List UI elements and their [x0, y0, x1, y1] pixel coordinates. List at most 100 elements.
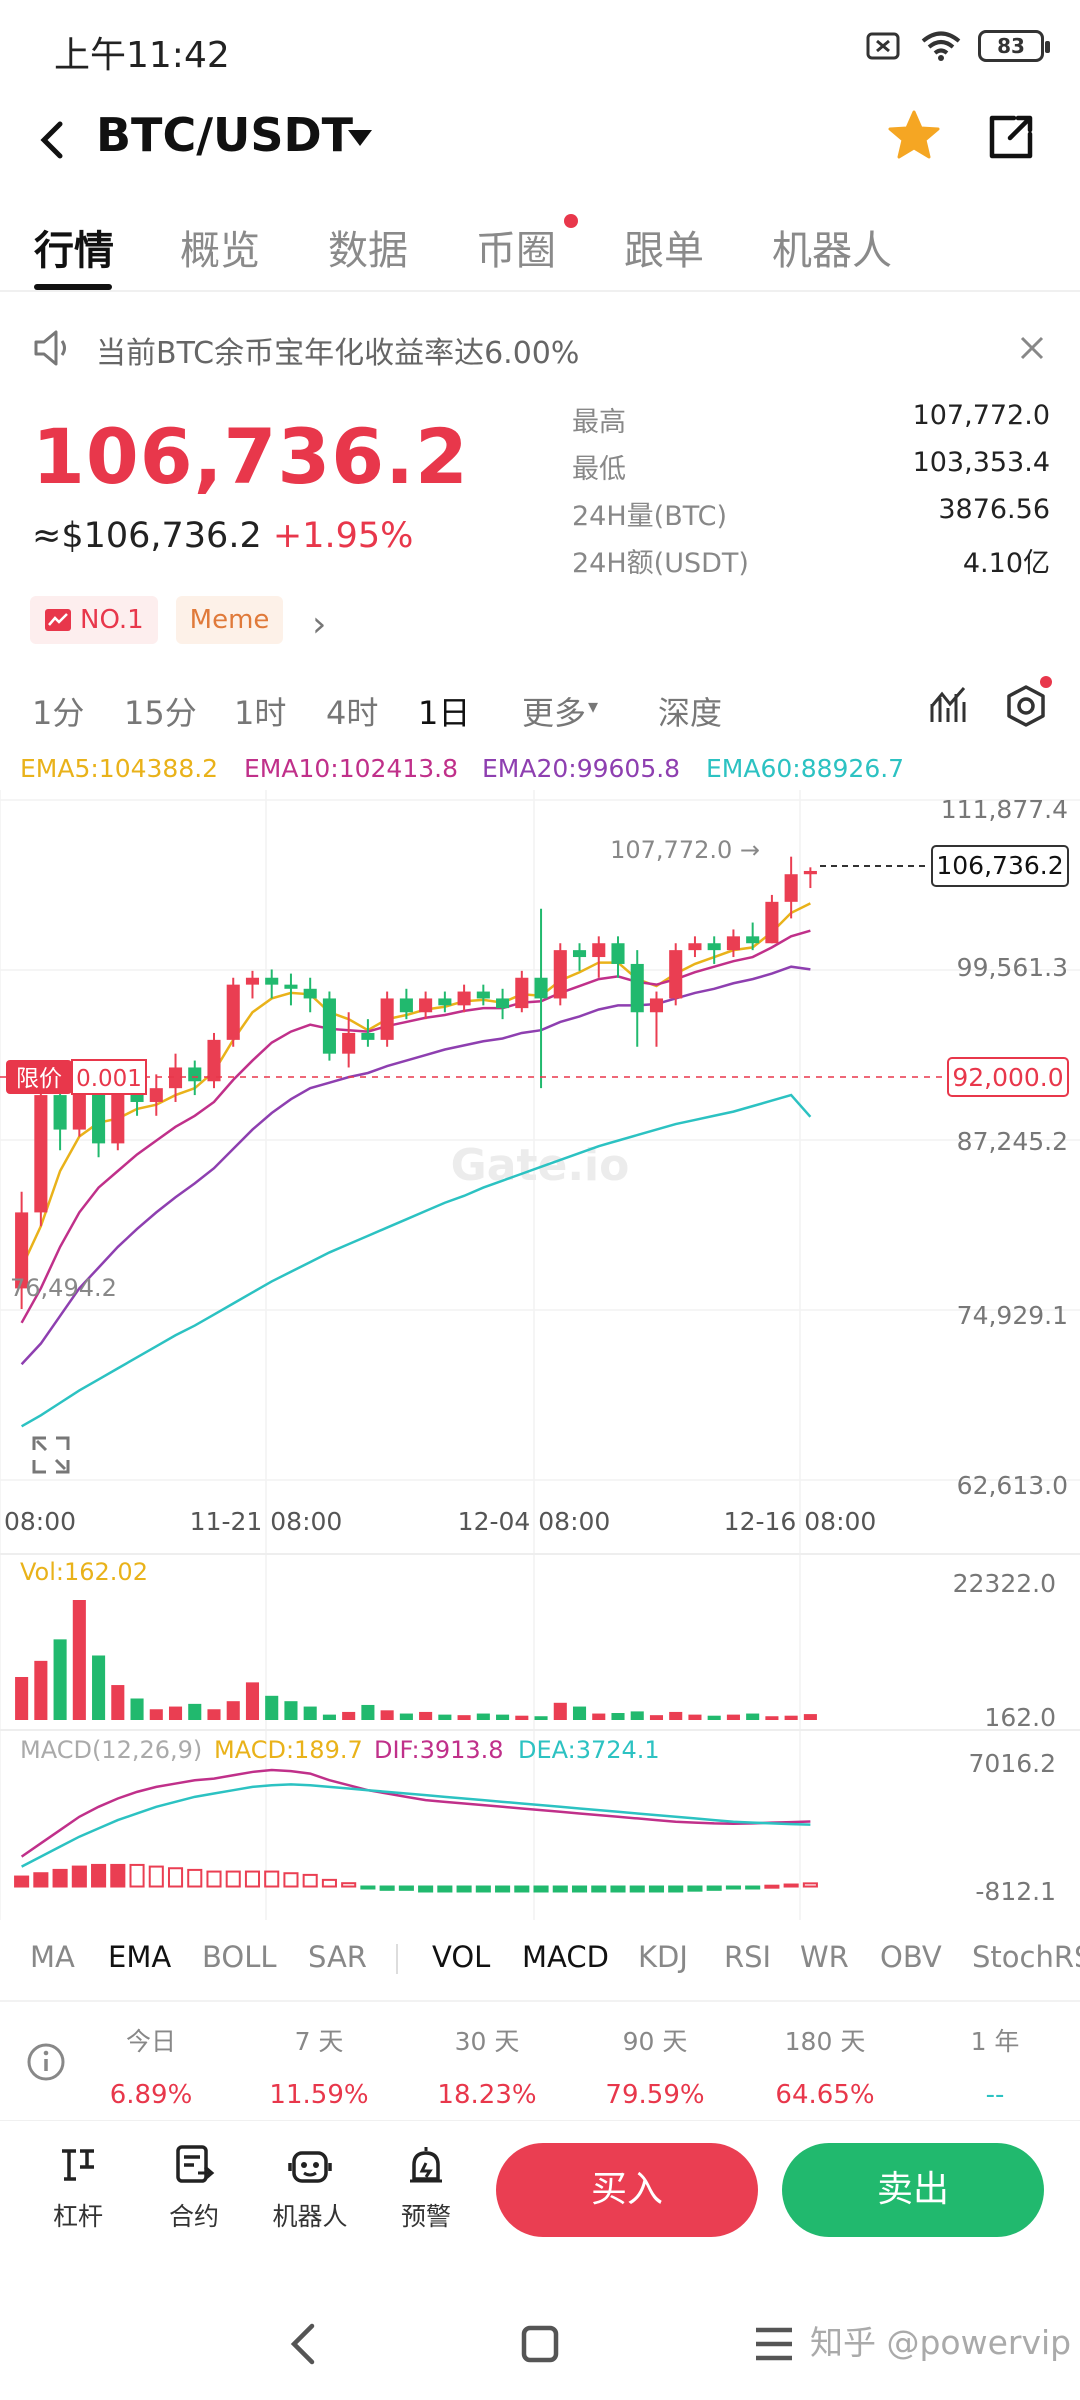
- ind-macd[interactable]: MACD: [522, 1940, 609, 1974]
- ind-obv[interactable]: OBV: [880, 1940, 942, 1974]
- tab-overview[interactable]: 概览: [180, 228, 260, 274]
- chart-watermark: Gate.io: [451, 1140, 630, 1191]
- tab-copy-trade[interactable]: 跟单: [624, 228, 704, 274]
- futures-action[interactable]: 合约: [144, 2143, 244, 2233]
- rank-tag[interactable]: NO.1: [30, 596, 158, 644]
- share-icon[interactable]: [984, 108, 1040, 164]
- volume-bar: [707, 1715, 721, 1720]
- perf-value: 18.23%: [437, 2080, 537, 2110]
- tab-bot[interactable]: 机器人: [772, 228, 892, 274]
- macd-histogram-bar: [533, 1885, 549, 1893]
- close-icon[interactable]: [1018, 334, 1046, 362]
- candle: [226, 984, 240, 1040]
- pair-title[interactable]: BTC/USDT: [96, 108, 354, 162]
- macd-histogram-bar: [52, 1868, 68, 1888]
- candle: [111, 1088, 125, 1144]
- chart-style-icon[interactable]: [928, 684, 970, 726]
- action-bar: 杠杆 合约 机器人 预警 买入 卖出: [0, 2120, 1080, 2260]
- meme-tag[interactable]: Meme: [175, 596, 284, 644]
- alert-action[interactable]: 预警: [376, 2143, 476, 2233]
- leverage-action[interactable]: 杠杆: [28, 2143, 128, 2233]
- nav-back-icon[interactable]: [284, 2322, 324, 2366]
- tab-community[interactable]: 币圈: [476, 228, 556, 274]
- tf-1m[interactable]: 1分: [32, 694, 85, 732]
- nav-home-icon[interactable]: [520, 2324, 560, 2364]
- perf-30d: 30 天 18.23%: [412, 2022, 562, 2110]
- ind-kdj[interactable]: KDJ: [638, 1940, 688, 1974]
- tab-market[interactable]: 行情: [34, 228, 114, 274]
- settings-icon[interactable]: [1004, 684, 1048, 728]
- indicator-tabs: MA EMA BOLL SAR VOL MACD KDJ RSI WR OBV …: [0, 1930, 1080, 1990]
- volume-bar: [399, 1713, 413, 1720]
- buy-button[interactable]: 买入: [496, 2143, 758, 2237]
- candle: [207, 1039, 221, 1082]
- volume-bar: [245, 1682, 260, 1720]
- candle: [361, 1032, 375, 1040]
- ind-boll[interactable]: BOLL: [202, 1940, 277, 1974]
- tab-data[interactable]: 数据: [328, 228, 408, 274]
- ind-rsi[interactable]: RSI: [724, 1940, 772, 1974]
- macd-histogram-bar: [668, 1885, 684, 1893]
- candle: [765, 901, 779, 944]
- volume-bar: [419, 1711, 433, 1720]
- tf-depth[interactable]: 深度: [658, 694, 723, 732]
- main-tabs: 行情 概览 数据 币圈 跟单 机器人: [0, 200, 1080, 292]
- ind-ma[interactable]: MA: [30, 1940, 75, 1974]
- usd-price: ≈$106,736.2 +1.95%: [32, 516, 413, 556]
- volume-bar: [765, 1716, 779, 1720]
- trend-up-icon: [45, 609, 71, 631]
- candle: [34, 1095, 48, 1213]
- back-arrow-icon[interactable]: [26, 112, 82, 168]
- perf-period: 7 天: [294, 2027, 344, 2056]
- bot-action[interactable]: 机器人: [260, 2143, 360, 2233]
- favorite-star-icon[interactable]: [884, 106, 944, 166]
- nav-menu-icon[interactable]: [754, 2324, 794, 2364]
- kline-chart[interactable]: Gate.io 111,877.4 99,561.3 87,245.2 74,9…: [0, 790, 1080, 1920]
- candle: [322, 998, 336, 1054]
- ema-legend: EMA5:104388.2 EMA10:102413.8 EMA20:99605…: [0, 754, 1080, 790]
- tf-4h[interactable]: 4时: [326, 694, 379, 732]
- limit-order-tag[interactable]: [6, 1060, 72, 1094]
- limit-tag-label: 限价: [16, 1066, 62, 1092]
- y-axis-labels: 111,877.4 99,561.3 87,245.2 74,929.1 62,…: [941, 795, 1068, 1500]
- macd-histogram-bar: [167, 1867, 184, 1888]
- perf-value: 79.59%: [605, 2080, 705, 2110]
- candle: [15, 1212, 29, 1289]
- chevron-right-icon[interactable]: ›: [312, 604, 327, 645]
- volume-bar: [72, 1600, 86, 1720]
- macd-histogram-bar: [283, 1872, 299, 1888]
- candle: [149, 1088, 163, 1102]
- last-price: 106,736.2: [32, 412, 469, 501]
- macd-histogram-bar: [264, 1870, 280, 1888]
- pair-dropdown-icon[interactable]: [348, 130, 372, 146]
- candle: [553, 950, 567, 999]
- macd-params: MACD(12,26,9): [20, 1736, 202, 1764]
- chart-grid: [0, 790, 1080, 1920]
- watermark: 知乎 @powervip: [810, 2323, 1072, 2362]
- ind-sar[interactable]: SAR: [308, 1940, 367, 1974]
- ema60-label: EMA60:88926.7: [706, 754, 905, 783]
- tf-15m[interactable]: 15分: [124, 694, 197, 732]
- macd-max: 7016.2: [969, 1749, 1056, 1778]
- last-price-label: 106,736.2: [936, 851, 1063, 880]
- macd-histogram-bar: [341, 1882, 357, 1888]
- announcement-banner[interactable]: 当前BTC余币宝年化收益率达6.00%: [0, 310, 1080, 386]
- stat-turnover: 24H额(USDT) 4.10亿: [572, 541, 1050, 588]
- candle: [803, 870, 817, 875]
- perf-180d: 180 天 64.65%: [750, 2022, 900, 2110]
- tf-1d[interactable]: 1日: [418, 694, 471, 732]
- ind-wr[interactable]: WR: [800, 1940, 849, 1974]
- volume-bar: [515, 1715, 529, 1720]
- sell-button[interactable]: 卖出: [782, 2143, 1044, 2237]
- tf-1h[interactable]: 1时: [234, 694, 287, 732]
- expand-icon[interactable]: [32, 1436, 70, 1474]
- ind-vol[interactable]: VOL: [432, 1940, 491, 1974]
- tf-more[interactable]: 更多: [522, 694, 587, 732]
- volume-bar: [534, 1716, 548, 1720]
- info-icon[interactable]: [26, 2042, 66, 2082]
- notification-dot: [564, 214, 578, 228]
- candle: [245, 977, 260, 985]
- ind-stochrsi[interactable]: StochRSI: [972, 1940, 1080, 1974]
- ind-ema[interactable]: EMA: [108, 1940, 172, 1974]
- macd-histogram-bar: [783, 1883, 799, 1888]
